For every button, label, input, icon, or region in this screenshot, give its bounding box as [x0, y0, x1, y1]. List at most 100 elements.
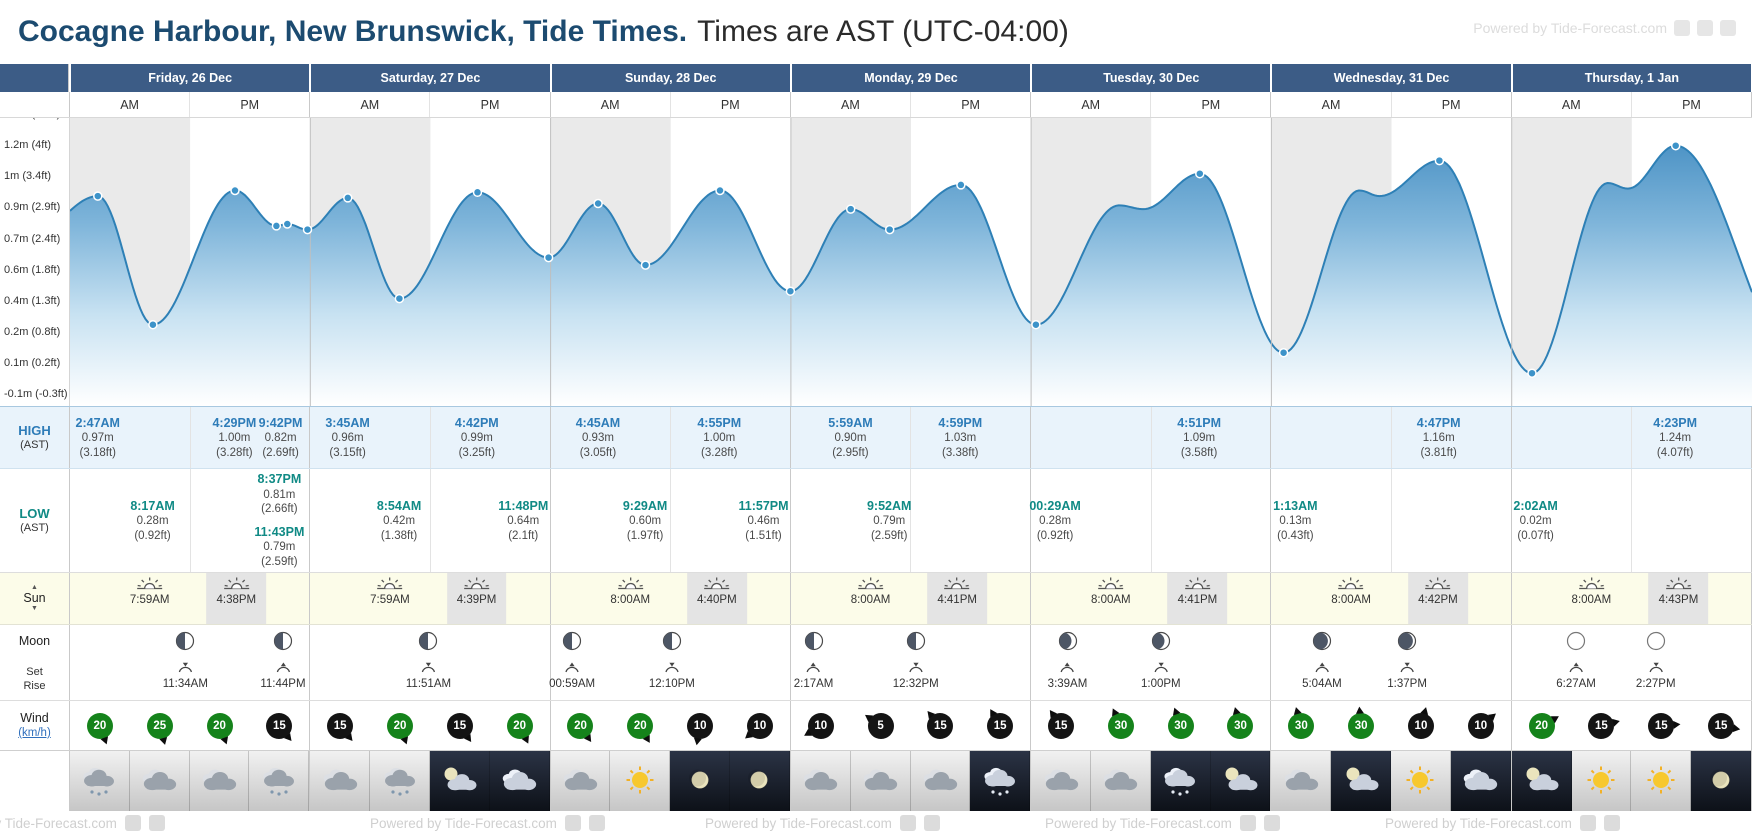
- low-cell-2: 9:29AM 0.60m (1.97ft) 11:57PM 0.46m (1.51ft): [551, 469, 791, 572]
- wind-badge: 15: [1641, 706, 1682, 746]
- high-label: HIGH: [18, 423, 51, 439]
- pm-label: PM: [480, 97, 500, 112]
- tide-height-ft: (3.28ft): [701, 446, 738, 459]
- tide-height-m: 1.09m: [1183, 431, 1216, 444]
- sunset-icon: [1424, 576, 1451, 594]
- sun-label: Sun: [23, 590, 46, 605]
- tide-height-m: 0.42m: [383, 514, 416, 527]
- tide-height-ft: (0.07ft): [1517, 529, 1554, 542]
- set-label: Set: [26, 665, 43, 678]
- moon-cell-3: [791, 625, 1032, 659]
- low-label: LOW: [19, 506, 50, 522]
- wind-speed: 20: [387, 712, 413, 739]
- am-label: AM: [1031, 92, 1152, 117]
- tide-height-ft: (2.1ft): [508, 529, 539, 542]
- tide-height-ft: (0.92ft): [1036, 529, 1074, 542]
- moon-icon: [730, 751, 790, 811]
- moon-event: 6:27AM: [1556, 662, 1596, 690]
- powered-by-watermark: Powered by Tide-Forecast.com: [705, 815, 940, 831]
- wind-speed: 20: [1528, 712, 1555, 739]
- wind-speed: 15: [987, 712, 1014, 739]
- moon-phase-icon: [418, 631, 438, 656]
- powered-by-text: Powered by Tide-Forecast.com: [1473, 20, 1667, 36]
- wind-speed: 10: [1467, 712, 1494, 739]
- tide-height-m: 0.82m: [264, 431, 297, 444]
- app-badge-icon: [124, 815, 141, 831]
- day-header-3: Monday, 29 Dec: [790, 64, 1031, 92]
- moon-icon: [670, 751, 731, 811]
- moon-event-time: 1:37PM: [1387, 678, 1427, 690]
- tide-height-m: 0.90m: [834, 431, 867, 444]
- wind-badge: 15: [320, 706, 360, 746]
- tide-curve-svg: [70, 118, 1752, 406]
- wind-speed: 15: [1648, 712, 1675, 739]
- app-badge-icon: [148, 815, 165, 831]
- day-header-1: Saturday, 27 Dec: [310, 64, 550, 92]
- set-rise-cell-0: 11:34AM 11:44PM: [70, 659, 311, 700]
- wind-speed: 5: [867, 712, 894, 739]
- cloudy-icon: [189, 751, 250, 811]
- tide-height-ft: (3.25ft): [458, 446, 496, 459]
- wind-row-label: Wind (km/h): [0, 701, 70, 750]
- wind-speed: 10: [1407, 712, 1434, 739]
- tide-entry: 2:02AM 0.02m (0.07ft): [1513, 498, 1557, 542]
- pm-label: PM: [1441, 97, 1461, 112]
- moonrise-icon: [1568, 662, 1584, 676]
- high-tide-row: HIGH (AST) 2:47AM 0.97m (3.18ft) 4:29PM 1.00m(…: [0, 407, 1752, 469]
- tide-height-ft: (2.66ft): [261, 503, 298, 515]
- wind-speed: 15: [327, 712, 354, 739]
- set-rise-cell-4: 3:39AM 1:00PM: [1031, 659, 1272, 700]
- tide-time: 4:45AM: [575, 415, 621, 430]
- wind-speed: 15: [1048, 712, 1075, 739]
- day-header-4: Tuesday, 30 Dec: [1031, 64, 1271, 92]
- ampm-cell-4: AM PM: [1031, 92, 1272, 117]
- tide-height-ft: (1.97ft): [626, 529, 664, 542]
- low-cell-3: 9:52AM 0.79m (2.59ft): [791, 469, 1032, 572]
- wind-badge: 20: [560, 706, 600, 746]
- sunset-block: 4:38PM: [206, 573, 267, 624]
- moon-cell-4: [1031, 625, 1272, 659]
- cloudy-icon: [489, 751, 550, 811]
- tide-entry: 9:42PM 0.82m (2.69ft): [259, 415, 303, 459]
- tide-time: 11:43PM: [254, 524, 305, 539]
- wind-unit-toggle[interactable]: (km/h): [18, 727, 51, 740]
- y-axis-label: 1m (3.4ft): [4, 170, 52, 183]
- moon-event: 11:44PM: [260, 662, 306, 690]
- sunset-time: 4:41PM: [1177, 594, 1218, 606]
- tide-height-m: 0.81m: [263, 488, 296, 501]
- pm-label: PM: [720, 97, 740, 112]
- sunrise-time: 7:59AM: [370, 594, 410, 606]
- am-label: AM: [1512, 92, 1632, 117]
- wind-badge: 25: [140, 706, 180, 746]
- tide-entry: 11:48PM 0.64m (2.1ft): [498, 498, 548, 542]
- cloudy-icon: [129, 751, 190, 811]
- tide-time: 8:54AM: [376, 498, 422, 513]
- moonset-icon: [1153, 662, 1169, 676]
- wind-direction-icon: [1231, 705, 1242, 715]
- half-divider: [189, 469, 191, 572]
- cloudy-icon: [1271, 751, 1332, 811]
- sunrise-icon: [1578, 576, 1605, 594]
- sunrise-block: 8:00AM: [1331, 576, 1371, 606]
- wind-row: Wind (km/h) 20 25 20 15 15 20 15 20 20 20 10 10 10 5 15 1…: [0, 701, 1752, 751]
- tide-height-m: 0.13m: [1279, 514, 1312, 527]
- set-rise-cell-1: 11:51AM: [310, 659, 551, 700]
- tide-time: 9:29AM: [622, 498, 668, 513]
- sunrise-block: 8:00AM: [1572, 576, 1611, 606]
- tide-time: 1:13AM: [1273, 498, 1318, 513]
- half-divider: [1150, 407, 1152, 468]
- moon-event-time: 12:10PM: [648, 678, 695, 690]
- wind-badge: 30: [1220, 705, 1260, 746]
- wind-direction-icon: [1612, 716, 1622, 727]
- tide-height-m: 0.64m: [507, 514, 540, 527]
- powered-by-text: Powered by Tide-Forecast.com: [705, 815, 892, 831]
- tide-height-m: 0.93m: [581, 431, 614, 444]
- wind-direction-icon: [100, 735, 111, 746]
- low-cell-6: 2:02AM 0.02m (0.07ft): [1512, 469, 1752, 572]
- moonset-icon: [908, 662, 924, 676]
- y-axis-label: -0.1m (-0.3ft): [4, 388, 68, 400]
- sunset-time: 4:38PM: [216, 594, 257, 606]
- day-header-0: Friday, 26 Dec: [70, 64, 310, 92]
- tide-height-m: 0.46m: [747, 514, 780, 527]
- moon-event-time: 5:04AM: [1302, 678, 1342, 690]
